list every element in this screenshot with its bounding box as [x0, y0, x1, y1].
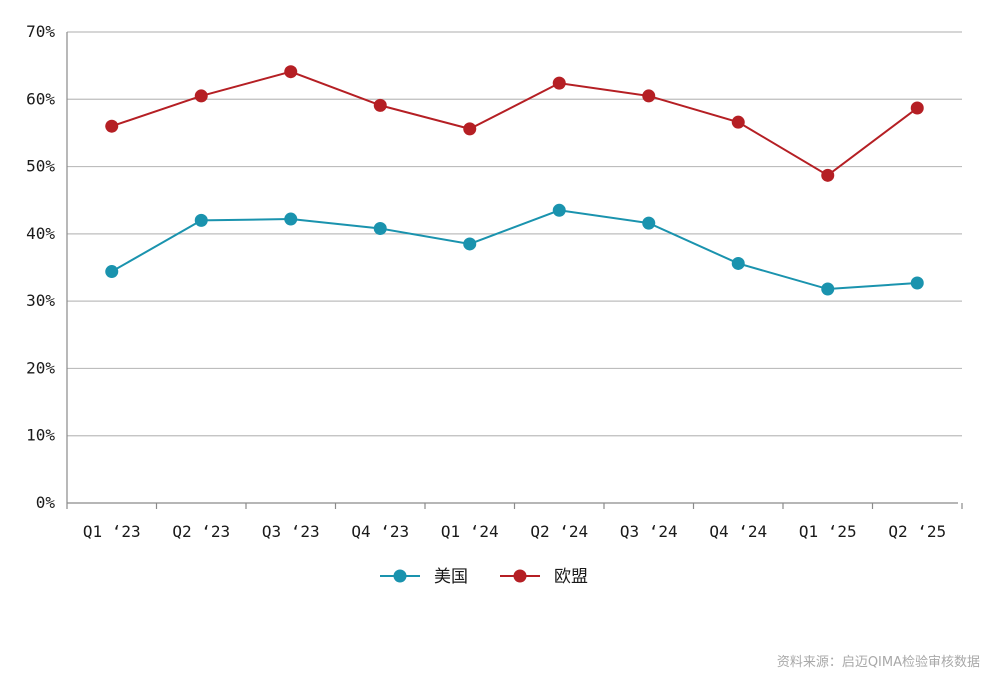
data-point	[373, 221, 387, 235]
data-point	[552, 203, 566, 217]
y-tick-label: 60%	[26, 89, 55, 108]
data-point	[642, 216, 656, 230]
y-tick-label: 30%	[26, 291, 55, 310]
x-tick-label: Q4 ‘24	[709, 522, 767, 541]
data-point	[373, 98, 387, 112]
x-tick-label: Q1 ‘24	[441, 522, 499, 541]
gridlines	[67, 31, 962, 437]
x-tick-labels: Q1 ‘23 Q2 ‘23 Q3 ‘23 Q4 ‘23 Q1 ‘24 Q2 ‘24 Q3 ‘…	[83, 522, 946, 541]
data-point	[194, 89, 208, 103]
x-tick-label: Q1 ‘23	[83, 522, 141, 541]
legend-marker	[393, 569, 407, 583]
legend: 美国 欧盟	[380, 567, 588, 587]
y-tick-label: 10%	[26, 426, 55, 445]
data-point	[105, 119, 119, 133]
data-point	[731, 256, 745, 270]
x-tick-label: Q3 ‘24	[620, 522, 678, 541]
data-point	[642, 89, 656, 103]
data-point	[194, 213, 208, 227]
data-point	[731, 115, 745, 129]
axes	[66, 32, 963, 509]
x-tick-label: Q3 ‘23	[262, 522, 320, 541]
legend-label: 欧盟	[554, 567, 588, 587]
data-point	[105, 265, 119, 279]
y-tick-labels: 0% 10% 20% 30% 40% 50% 60% 70%	[26, 22, 55, 512]
series-lines	[105, 65, 924, 296]
data-point	[284, 65, 298, 79]
x-tick-label: Q4 ‘23	[351, 522, 409, 541]
data-point	[552, 76, 566, 90]
legend-marker	[513, 569, 527, 583]
series-line-2	[111, 70, 918, 177]
x-tick-label: Q2 ‘23	[172, 522, 230, 541]
source-note: 资料来源：启迈QIMA检验审核数据	[776, 655, 980, 670]
x-tick-label: Q1 ‘25	[799, 522, 857, 541]
y-tick-label: 20%	[26, 358, 55, 377]
y-tick-label: 0%	[36, 493, 56, 512]
data-point	[821, 282, 835, 296]
data-point	[821, 168, 835, 182]
legend-label: 美国	[434, 567, 468, 587]
data-point	[910, 276, 924, 290]
data-point	[284, 212, 298, 226]
data-point	[910, 101, 924, 115]
x-tick-label: Q2 ‘24	[530, 522, 588, 541]
series-line-1	[111, 209, 918, 291]
y-tick-label: 50%	[26, 157, 55, 176]
data-point	[463, 237, 477, 251]
y-tick-label: 70%	[26, 22, 55, 41]
x-tick-label: Q2 ‘25	[888, 522, 946, 541]
y-tick-label: 40%	[26, 224, 55, 243]
data-point	[463, 122, 477, 136]
